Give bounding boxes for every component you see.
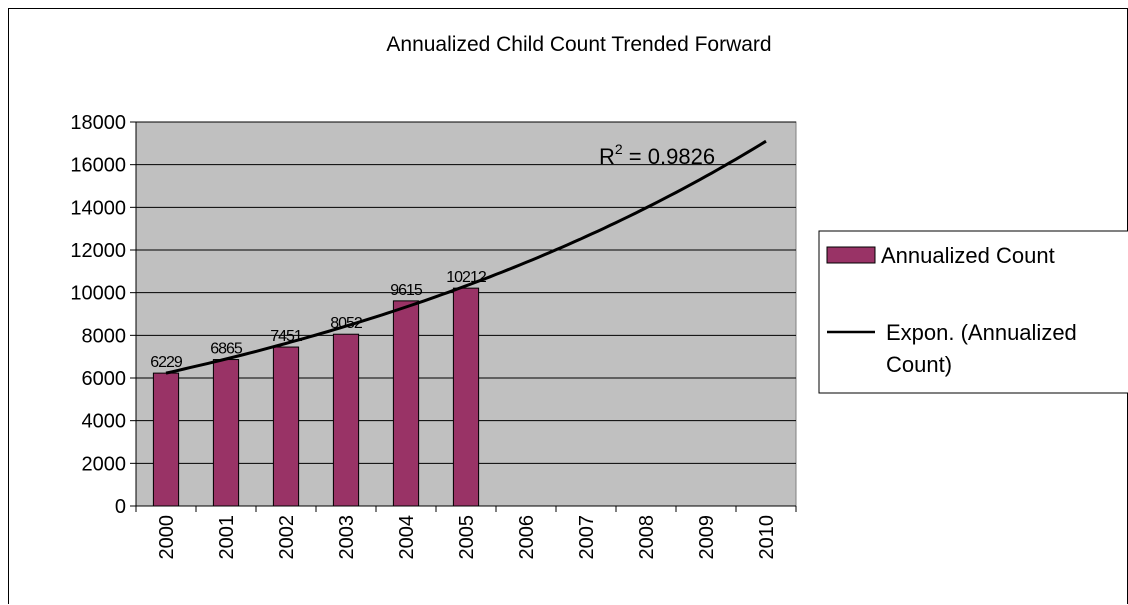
legend-label-annualized-count: Annualized Count [881,243,1055,268]
x-tick-label: 2001 [216,515,238,560]
chart-title: Annualized Child Count Trended Forward [386,33,771,56]
data-label: 9615 [390,282,423,299]
x-tick-label: 2005 [456,515,478,560]
x-tick-label: 2007 [576,515,598,560]
bar [212,359,240,507]
x-tick-label: 2000 [156,515,178,560]
bar [452,287,480,507]
x-tick-label: 2009 [696,515,718,560]
data-label: 6229 [150,354,183,371]
chart-frame: Annualized Child Count Trended Forward 0… [8,8,1128,604]
axes [135,122,796,507]
y-tick-label: 18000 [70,112,126,134]
y-tick-label: 16000 [70,155,126,177]
data-label: 10212 [446,269,487,286]
data-label: 6865 [210,341,243,358]
trendline [165,139,767,375]
legend-label-trendline: Expon. (Annualized Count) [886,320,1077,377]
x-tick-label: 2008 [636,515,658,560]
bar [272,346,300,507]
legend-swatch-annualized-count [826,246,876,264]
x-tick-label: 2006 [516,515,538,560]
bar [152,372,180,507]
y-tick-label: 12000 [70,240,126,262]
bar [392,300,420,507]
r-squared-label: R2 = 0.9826 [599,141,715,169]
y-tick-label: 8000 [82,325,127,347]
y-axis-ticks: 0 2000 4000 6000 8000 10000 12000 14000 16000 180… [70,112,136,518]
y-tick-label: 10000 [70,283,126,305]
y-tick-label: 0 [115,496,126,518]
x-tick-label: 2004 [396,515,418,560]
x-tick-label: 2010 [756,515,778,560]
x-tick-label: 2002 [276,515,298,560]
x-tick-label: 2003 [336,515,358,560]
x-axis-ticks: 2000 2001 2002 2003 2004 2005 2006 2007 2008 2009… [135,506,797,560]
chart-svg: Annualized Child Count Trended Forward 0… [70,33,1128,560]
y-tick-label: 2000 [82,453,127,475]
y-tick-label: 14000 [70,197,126,219]
y-tick-label: 4000 [82,411,127,433]
bar [332,333,360,507]
bars [152,287,480,507]
legend: Annualized Count Expon. (Annualized Count… [818,230,1128,394]
gridlines [136,121,796,464]
y-tick-label: 6000 [82,368,127,390]
